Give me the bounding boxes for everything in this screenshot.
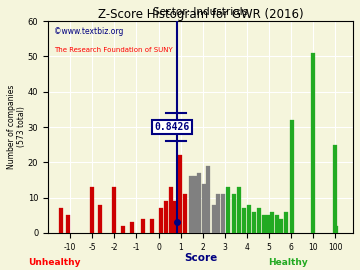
Text: Healthy: Healthy xyxy=(268,258,308,267)
Bar xyxy=(275,215,279,233)
Bar xyxy=(164,201,168,233)
Bar xyxy=(130,222,134,233)
Text: 0.8426: 0.8426 xyxy=(154,122,189,132)
Bar xyxy=(221,194,225,233)
Bar xyxy=(270,212,274,233)
Bar xyxy=(141,219,145,233)
Bar xyxy=(279,219,283,233)
Bar xyxy=(334,226,338,233)
Bar xyxy=(252,212,256,233)
Bar xyxy=(169,187,173,233)
Bar xyxy=(333,145,337,233)
Bar xyxy=(257,208,261,233)
Bar xyxy=(177,155,181,233)
Bar xyxy=(262,215,266,233)
Bar xyxy=(232,194,236,233)
Bar xyxy=(173,201,177,233)
Bar xyxy=(242,208,246,233)
Bar xyxy=(226,187,230,233)
Bar xyxy=(59,208,63,233)
X-axis label: Score: Score xyxy=(184,253,217,263)
Bar xyxy=(216,194,220,233)
Bar xyxy=(266,215,270,233)
Bar xyxy=(112,187,116,233)
Bar xyxy=(183,194,187,233)
Title: Z-Score Histogram for GWR (2016): Z-Score Histogram for GWR (2016) xyxy=(98,8,303,21)
Bar xyxy=(90,187,94,233)
Y-axis label: Number of companies
(573 total): Number of companies (573 total) xyxy=(7,85,26,169)
Bar xyxy=(198,173,202,233)
Bar xyxy=(66,215,70,233)
Bar xyxy=(98,205,102,233)
Bar xyxy=(311,53,315,233)
Bar xyxy=(206,166,210,233)
Bar xyxy=(237,187,241,233)
Text: ©www.textbiz.org: ©www.textbiz.org xyxy=(54,28,123,36)
Bar xyxy=(202,184,206,233)
Bar xyxy=(284,212,288,233)
Bar xyxy=(159,208,163,233)
Text: Sector: Industrials: Sector: Industrials xyxy=(153,7,248,17)
Bar xyxy=(150,219,154,233)
Bar xyxy=(193,177,197,233)
Bar xyxy=(189,177,193,233)
Bar xyxy=(121,226,125,233)
Bar xyxy=(247,205,251,233)
Bar xyxy=(290,120,294,233)
Text: The Research Foundation of SUNY: The Research Foundation of SUNY xyxy=(54,46,173,53)
Bar xyxy=(212,205,216,233)
Text: Unhealthy: Unhealthy xyxy=(28,258,80,267)
